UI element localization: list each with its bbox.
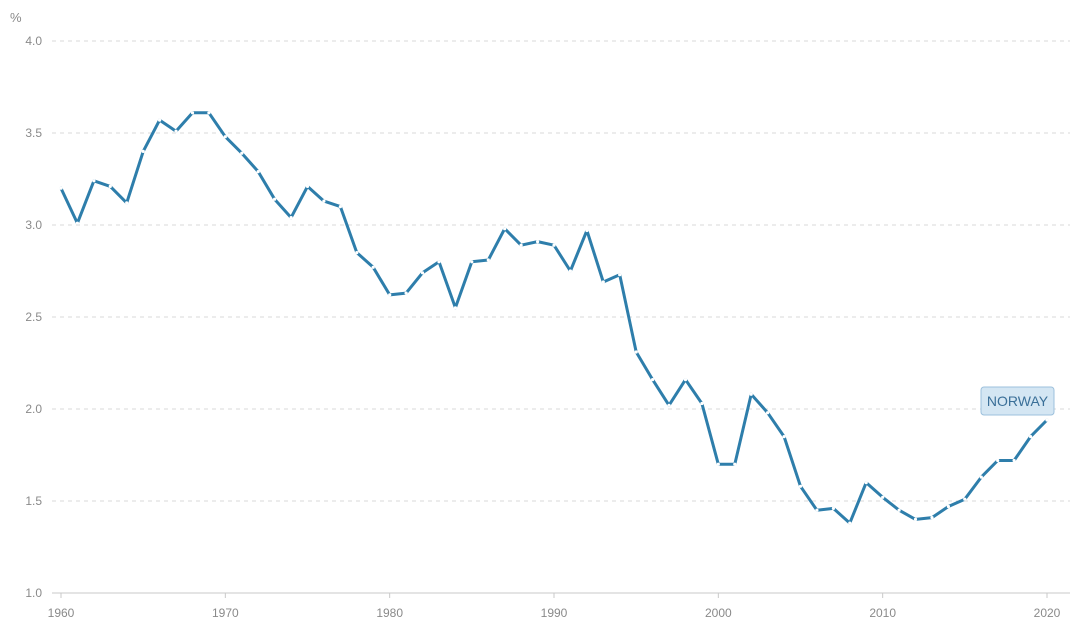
series-label-badge[interactable]: NORWAY (980, 386, 1055, 416)
grid-lines (52, 40, 1070, 594)
data-point[interactable] (223, 135, 227, 139)
x-tick-label: 2010 (869, 606, 896, 620)
data-point[interactable] (536, 240, 540, 244)
data-point[interactable] (190, 111, 195, 115)
data-point[interactable] (634, 350, 638, 354)
data-point[interactable] (864, 481, 868, 485)
data-point[interactable] (766, 411, 770, 415)
data-point[interactable] (75, 221, 79, 225)
data-point[interactable] (552, 243, 556, 247)
x-tick-label: 2000 (705, 606, 732, 620)
data-point[interactable] (881, 495, 885, 499)
data-point[interactable] (946, 504, 951, 509)
data-point[interactable] (749, 392, 753, 396)
data-point[interactable] (125, 201, 129, 205)
data-point[interactable] (453, 306, 457, 310)
data-point[interactable] (913, 517, 918, 522)
y-tick-label: 3.5 (25, 126, 42, 140)
data-point[interactable] (404, 291, 408, 295)
data-point[interactable] (1029, 435, 1033, 439)
x-axis-ticks: 1960 1970 1980 1990 2000 2010 2020 (48, 593, 1061, 620)
data-point[interactable] (503, 227, 507, 231)
data-point[interactable] (207, 111, 211, 115)
y-tick-label: 3.0 (25, 218, 42, 232)
data-point[interactable] (486, 258, 490, 262)
data-point[interactable] (92, 179, 96, 183)
series-badge-label[interactable]: NORWAY (987, 393, 1049, 409)
data-point[interactable] (798, 484, 803, 488)
data-point[interactable] (651, 378, 655, 382)
data-point[interactable] (683, 378, 688, 382)
data-point[interactable] (437, 260, 441, 264)
data-point[interactable] (470, 260, 474, 264)
x-tick-label: 2020 (1034, 606, 1061, 620)
y-tick-label: 2.5 (25, 310, 42, 324)
data-point[interactable] (289, 216, 293, 220)
data-point[interactable] (930, 516, 934, 520)
data-point[interactable] (174, 129, 178, 133)
x-tick-label: 1970 (212, 606, 239, 620)
data-point[interactable] (158, 118, 162, 122)
data-point[interactable] (240, 151, 244, 155)
data-point[interactable] (305, 184, 310, 188)
data-point[interactable] (782, 435, 786, 439)
data-point[interactable] (585, 228, 589, 233)
series-badge-box[interactable] (980, 386, 1055, 416)
data-point[interactable] (273, 197, 277, 201)
data-point[interactable] (1012, 458, 1016, 463)
data-point[interactable] (141, 149, 145, 153)
data-point[interactable] (733, 462, 737, 466)
series-layer (59, 111, 1049, 525)
x-tick-label: 1990 (541, 606, 568, 620)
data-points (59, 111, 1049, 525)
data-point[interactable] (355, 251, 359, 255)
series-line-norway[interactable] (59, 111, 1049, 525)
y-tick-label: 1.5 (25, 494, 42, 508)
data-point[interactable] (700, 401, 704, 406)
data-point[interactable] (568, 269, 573, 273)
data-point[interactable] (963, 497, 967, 501)
data-point[interactable] (897, 508, 901, 512)
data-point[interactable] (322, 199, 326, 203)
data-point[interactable] (388, 293, 392, 297)
data-point[interactable] (716, 462, 720, 466)
y-tick-label: 4.0 (25, 34, 42, 48)
data-point[interactable] (618, 273, 622, 277)
data-point[interactable] (338, 205, 342, 209)
data-point[interactable] (519, 243, 523, 247)
data-point[interactable] (256, 170, 260, 174)
data-point[interactable] (108, 184, 112, 188)
y-axis-ticks: 1.0 1.5 2.0 2.5 3.0 3.5 4.0 (25, 34, 42, 600)
data-point[interactable] (371, 265, 375, 269)
data-point[interactable] (667, 403, 671, 407)
x-tick-label: 1960 (48, 606, 75, 620)
data-point[interactable] (831, 506, 836, 510)
data-point[interactable] (848, 521, 852, 525)
data-point[interactable] (979, 475, 983, 479)
data-point[interactable] (815, 508, 819, 512)
data-point[interactable] (996, 458, 1000, 463)
data-point[interactable] (420, 271, 425, 275)
data-point[interactable] (1045, 418, 1049, 422)
y-tick-label: 2.0 (25, 402, 42, 416)
data-point[interactable] (59, 186, 63, 190)
x-tick-label: 1980 (376, 606, 403, 620)
data-point[interactable] (601, 280, 605, 284)
y-axis-unit-label: % (10, 10, 22, 25)
y-tick-label: 1.0 (25, 586, 42, 600)
